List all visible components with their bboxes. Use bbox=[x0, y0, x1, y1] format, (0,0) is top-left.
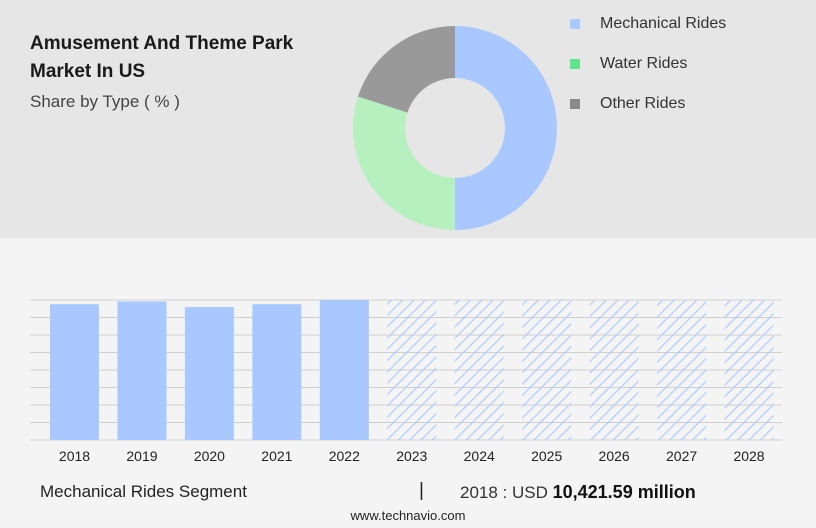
legend-swatch bbox=[570, 59, 580, 69]
x-tick-label: 2028 bbox=[733, 448, 764, 464]
x-tick-label: 2025 bbox=[531, 448, 562, 464]
bar-2027 bbox=[657, 300, 707, 440]
bar-2022 bbox=[319, 300, 369, 440]
bar-2021 bbox=[252, 304, 302, 440]
donut-chart bbox=[352, 26, 557, 231]
legend-label: Other Rides bbox=[600, 95, 686, 112]
bar-2025 bbox=[522, 300, 572, 440]
donut-slice-1 bbox=[352, 96, 455, 231]
x-tick-label: 2026 bbox=[599, 448, 630, 464]
legend-swatch bbox=[570, 19, 580, 29]
chart-title: Amusement And Theme Park Market In US bbox=[30, 33, 294, 82]
bar-chart: 2018 2019 2020 2021 2022 2023 2024 2025 2026 2027… bbox=[30, 299, 782, 464]
legend-label: Water Rides bbox=[600, 55, 688, 72]
chart-subtitle: Share by Type ( % ) bbox=[30, 92, 180, 111]
bar-2018 bbox=[50, 304, 99, 440]
donut-slice-0 bbox=[455, 26, 557, 230]
legend-swatch bbox=[570, 99, 580, 109]
bottom-panel: 2018 2019 2020 2021 2022 2023 2024 2025 2026 2027… bbox=[0, 238, 816, 528]
x-tick-label: 2018 bbox=[59, 448, 90, 464]
value-amount: 10,421.59 million bbox=[552, 482, 696, 502]
x-tick-label: 2021 bbox=[261, 448, 292, 464]
legend-item-mechanical: Mechanical Rides bbox=[570, 14, 726, 34]
bar-2024 bbox=[454, 300, 504, 440]
bar-2028 bbox=[724, 300, 774, 440]
footer-separator: | bbox=[419, 480, 424, 501]
bar-2020 bbox=[184, 307, 234, 440]
donut-slice-2 bbox=[357, 26, 455, 113]
x-tick-label: 2027 bbox=[666, 448, 697, 464]
x-tick-label: 2023 bbox=[396, 448, 427, 464]
segment-value: 2018 : USD 10,421.59 million bbox=[460, 482, 696, 503]
x-tick-label: 2024 bbox=[464, 448, 495, 464]
source-link[interactable]: www.technavio.com bbox=[350, 508, 466, 523]
segment-label: Mechanical Rides Segment bbox=[40, 482, 247, 501]
bar-2019 bbox=[117, 301, 167, 440]
bar-2026 bbox=[589, 300, 639, 440]
legend-item-other: Other Rides bbox=[570, 94, 726, 114]
legend-item-water: Water Rides bbox=[570, 54, 726, 74]
x-tick-label: 2020 bbox=[194, 448, 225, 464]
legend: Mechanical Rides Water Rides Other Rides bbox=[570, 14, 726, 134]
x-tick-label: 2022 bbox=[329, 448, 360, 464]
legend-label: Mechanical Rides bbox=[600, 15, 727, 32]
bar-2023 bbox=[387, 300, 437, 440]
x-tick-label: 2019 bbox=[126, 448, 157, 464]
year-label: 2018 : USD bbox=[460, 483, 548, 502]
